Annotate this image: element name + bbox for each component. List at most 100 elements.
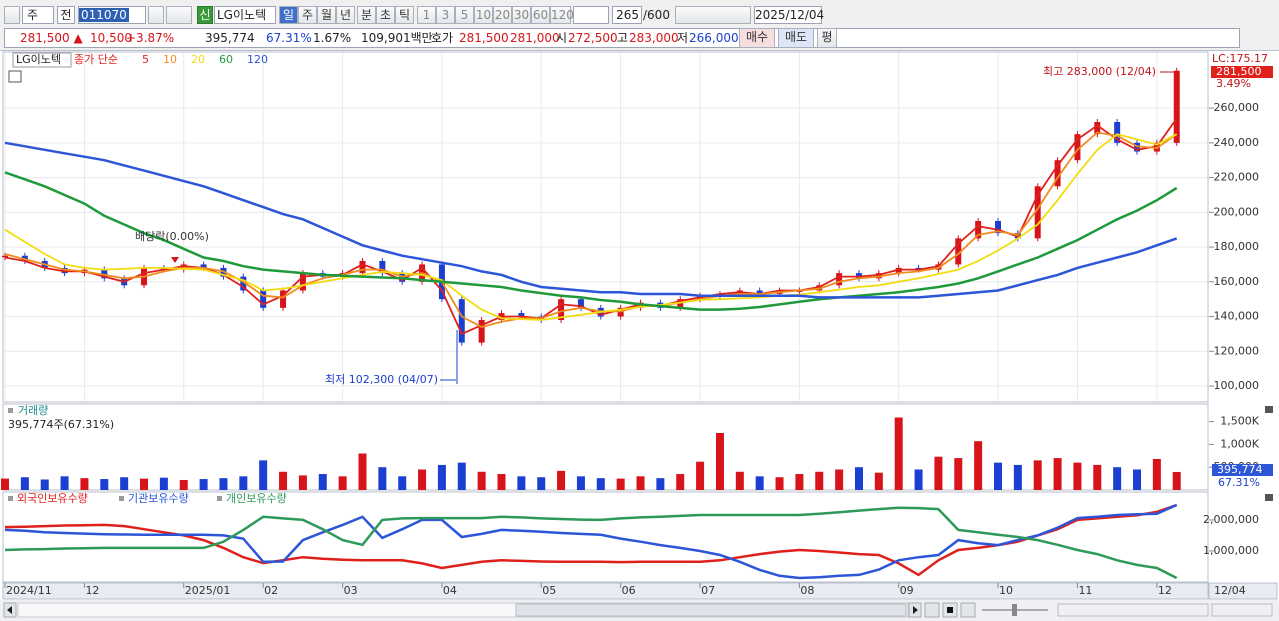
volume-bar	[497, 474, 506, 490]
candle	[280, 290, 287, 308]
sell-button[interactable]: 매도	[778, 28, 814, 48]
high-annotation: 최고 283,000 (12/04)	[1043, 65, 1156, 78]
tool-buttons[interactable]	[675, 6, 751, 24]
tool-icons[interactable]	[1057, 603, 1209, 617]
volume-bar	[437, 464, 446, 490]
volume-bar	[1133, 469, 1142, 490]
volume-bar	[815, 471, 824, 490]
volume-bar	[1073, 462, 1082, 490]
menu-button[interactable]	[4, 6, 20, 24]
volume-bar	[398, 476, 407, 490]
volume-bar	[1152, 458, 1161, 490]
volume-bar	[457, 462, 466, 490]
volume-bar	[755, 476, 764, 490]
volume-bar	[179, 479, 188, 490]
interval-button[interactable]: 1	[417, 6, 436, 24]
volume-bar	[596, 478, 605, 490]
forward-button[interactable]	[960, 602, 976, 618]
volume: 395,774	[205, 31, 255, 45]
code-input[interactable]: 011070	[78, 6, 146, 24]
volume-bar	[20, 477, 29, 490]
candle	[677, 299, 684, 308]
dividend-marker	[171, 257, 179, 263]
low-label: 저	[677, 31, 689, 45]
period-button[interactable]: 월	[317, 6, 336, 24]
volume-bar	[1053, 458, 1062, 490]
volume-bar	[537, 477, 546, 490]
legend-label: 종가 단순	[74, 53, 118, 66]
y-tick-label: 240,000	[1214, 136, 1260, 149]
candle	[299, 273, 306, 291]
period-button[interactable]: 일	[279, 6, 298, 24]
volume-bar	[1, 478, 9, 490]
legend-entry: 기관보유수량	[128, 492, 189, 505]
x-tick-label: 12	[85, 584, 99, 597]
x-tick-label: 05	[542, 584, 556, 597]
date-input[interactable]: 2025/12/04	[754, 6, 825, 24]
rewind-button[interactable]	[924, 602, 940, 618]
y-tick-label: 1,500K	[1220, 415, 1259, 428]
x-tick-label: 12	[1158, 584, 1172, 597]
zoom-icons[interactable]	[1211, 603, 1273, 617]
legend-entry: 60	[219, 53, 233, 66]
period-button[interactable]: 분	[357, 6, 376, 24]
volume-bar	[159, 477, 168, 490]
legend-title: LG이노텍	[16, 53, 61, 66]
y-tick-label: 180,000	[1214, 240, 1260, 253]
prefix-select[interactable]: 전	[57, 6, 75, 24]
panel-icon[interactable]	[1265, 494, 1273, 501]
unit-select[interactable]	[573, 6, 609, 24]
interval-button[interactable]: 60	[531, 6, 550, 24]
amount: 109,901백만	[361, 31, 433, 45]
x-tick-label: 2025/01	[185, 584, 231, 597]
legend-box	[12, 52, 72, 68]
last-volume-badge	[1212, 464, 1273, 476]
count-input[interactable]: 265	[612, 6, 642, 24]
stock-name[interactable]: LG이노텍	[214, 6, 276, 24]
stop-icon	[947, 607, 953, 613]
volume-bar	[854, 467, 863, 490]
avg-button[interactable]: 평	[817, 28, 837, 48]
last-pct-label: 3.49%	[1216, 77, 1251, 90]
candle	[379, 260, 386, 274]
candle	[458, 299, 465, 343]
interval-button[interactable]: 30	[512, 6, 531, 24]
interval-button[interactable]: 3	[436, 6, 455, 24]
period-button[interactable]: 주	[298, 6, 317, 24]
volume-subtitle: 395,774주(67.31%)	[8, 418, 114, 431]
period-button[interactable]: 초	[376, 6, 395, 24]
y-tick-label: 220,000	[1214, 171, 1260, 184]
y-tick-label: 140,000	[1214, 310, 1260, 323]
search-button[interactable]	[148, 6, 164, 24]
interval-button[interactable]: 10	[474, 6, 493, 24]
scroll-thumb[interactable]	[515, 603, 907, 617]
candle	[518, 313, 525, 317]
volume-bar	[418, 469, 427, 490]
interval-button[interactable]: 20	[493, 6, 512, 24]
buy-button[interactable]: 매수	[739, 28, 775, 48]
x-end-label: 12/04	[1214, 584, 1246, 597]
volume-bar	[735, 471, 744, 490]
sound-button[interactable]	[166, 6, 192, 24]
credit-badge: 신	[197, 6, 213, 24]
candle	[200, 264, 207, 268]
table-icon[interactable]	[8, 70, 22, 83]
volume-bar	[636, 476, 645, 490]
change: 10,500	[90, 31, 132, 45]
volume-bar	[974, 441, 983, 490]
market-select[interactable]: 주	[22, 6, 54, 24]
volume-bar	[279, 471, 288, 490]
zoom-thumb[interactable]	[1012, 604, 1017, 616]
interval-button[interactable]: 120	[550, 6, 574, 24]
panel-icon[interactable]	[1265, 406, 1273, 413]
period-button[interactable]: 년	[336, 6, 355, 24]
candle	[955, 238, 962, 265]
candle	[1054, 160, 1061, 187]
interval-button[interactable]: 5	[455, 6, 474, 24]
holding-line	[4, 506, 1178, 580]
period-button[interactable]: 틱	[395, 6, 414, 24]
count-max: /600	[643, 8, 670, 22]
y-tick-label: 160,000	[1214, 275, 1260, 288]
legend-entry: 120	[247, 53, 268, 66]
